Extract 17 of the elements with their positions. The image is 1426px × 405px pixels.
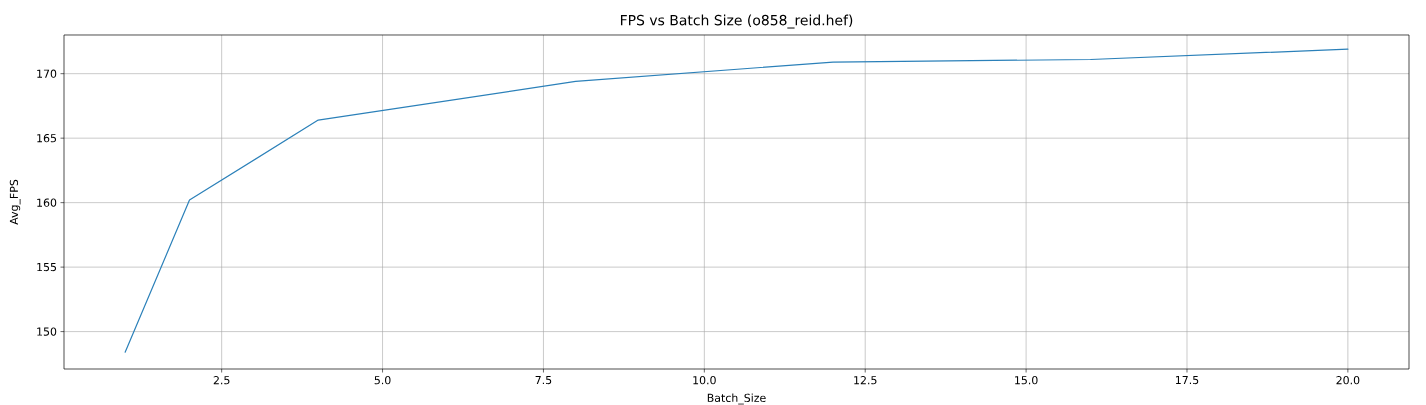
x-tick-label: 2.5	[213, 376, 230, 385]
x-tick-label: 7.5	[535, 376, 552, 385]
x-tick-label: 10.0	[693, 376, 716, 385]
line-series	[124, 48, 1349, 353]
y-tick-label: 165	[37, 134, 57, 143]
y-tick-label: 150	[37, 327, 57, 336]
chart-title: FPS vs Batch Size (o858_reid.hef)	[620, 14, 853, 29]
x-tick-label: 20.0	[1336, 376, 1360, 385]
y-tick-label: 155	[37, 263, 57, 272]
x-axis-title: Batch_Size	[707, 393, 766, 405]
x-tick-label: 5.0	[374, 376, 391, 385]
x-tick-label: 17.5	[1175, 376, 1199, 385]
y-tick-label: 160	[37, 198, 57, 207]
x-tick-label: 15.0	[1015, 376, 1038, 385]
x-tick-label: 12.5	[854, 376, 877, 385]
y-tick-label: 170	[37, 69, 57, 78]
y-axis-title: Avg_FPS	[9, 179, 21, 225]
